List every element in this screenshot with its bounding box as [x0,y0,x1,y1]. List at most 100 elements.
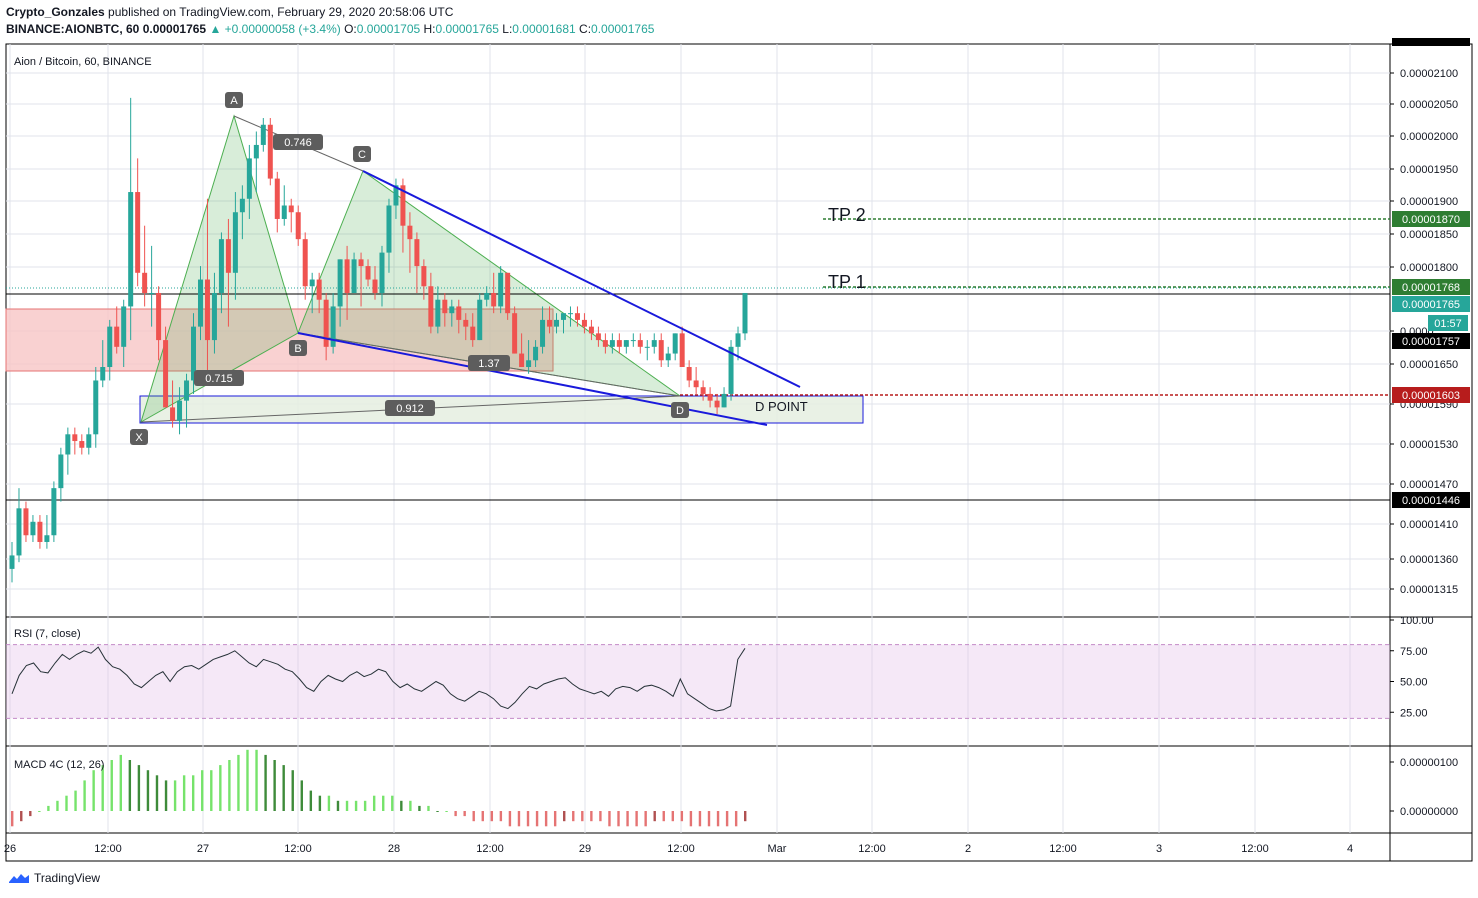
candle-body [595,333,601,341]
macd-bar [255,749,258,811]
macd-axis-label: 0.00000000 [1400,806,1458,818]
price-axis-label: 0.00001650 [1400,359,1458,371]
ratio-ab-label[interactable] [273,134,323,150]
candle-body [58,454,64,489]
candle-body [386,205,392,253]
candle-body [337,259,343,307]
macd-bar [653,811,656,822]
candle-body [679,333,685,368]
time-axis-label: Mar [768,843,787,855]
candle-body [547,319,553,327]
macd-bar [345,800,349,811]
candle-body [239,198,245,213]
candle-body [204,279,210,341]
point-a-label[interactable] [225,92,243,108]
candle-body [693,380,699,388]
point-b-label[interactable] [289,340,307,356]
price-tag [1392,279,1470,295]
tp1-label: TP 1 [828,272,866,292]
candle-body [540,319,546,347]
time-axis-label: 12:00 [476,843,504,855]
time-axis-label: 3 [1156,843,1162,855]
macd-bar [617,811,620,827]
macd-bar [29,811,32,817]
candle-body [630,340,636,342]
candle-body [51,488,57,536]
candle-body [428,286,434,327]
author-name[interactable]: Crypto_Gonzales [6,5,105,19]
macd-bar [517,811,521,827]
macd-bar [680,811,684,822]
candle-body [163,340,169,408]
published-text: published on TradingView.com, February 2… [108,5,454,19]
macd-bar [110,760,113,811]
candle-body [581,319,587,327]
low-value: 0.00001681 [512,22,576,36]
upper-trendline[interactable] [362,170,801,388]
candle-body [309,279,315,287]
candle-body [23,508,29,536]
candle-body [37,521,43,542]
candle-body [470,326,476,341]
price-tag-text: 0.00001765 [1402,299,1460,311]
time-axis-label: 12:00 [1049,843,1077,855]
candle-body [323,299,329,347]
candle-body [358,259,364,267]
candle-body [330,306,336,347]
time-axis-label: 4 [1347,843,1353,855]
price-axis-label: 0.00001850 [1400,229,1458,241]
candle-body [449,306,455,314]
macd-bar [744,811,747,822]
candle-body [484,292,490,300]
macd-bar [128,760,132,811]
candle-body [225,239,231,273]
macd-bar [644,811,647,827]
candle-body [86,434,92,448]
candle-body [107,326,113,368]
price-axis-label: 0.00001315 [1400,584,1458,596]
time-axis-label: 12:00 [94,843,122,855]
macd-bar [11,811,14,827]
last-price: 0.00001765 [142,22,207,36]
candle-body [609,340,615,347]
candle-body [184,380,190,401]
symbol-info: BINANCE:AIONBTC, 60 0.00001765 ▲ +0.0000… [6,22,654,36]
candle-body [533,346,539,361]
ratio-xb-label[interactable] [194,370,244,386]
macd-bar [544,811,548,827]
candle-body [442,299,448,314]
time-axis-label: 26 [4,843,16,855]
price-tag-clipped [1392,38,1470,46]
price-tag-text: 0.00001870 [1402,214,1460,226]
candle-body [260,124,266,145]
candle-body [526,360,532,368]
high-value: 0.00001765 [435,22,499,36]
candle-body [658,340,664,361]
candle-body [128,192,134,307]
ratio-bd-label[interactable] [468,355,510,371]
footer-brand[interactable]: TradingView [8,871,100,885]
macd-bar [472,811,475,822]
candle-body [246,158,252,199]
macd-bar [372,795,376,811]
time-axis-label: 12:00 [858,843,886,855]
point-d-label[interactable] [671,402,689,418]
point-c-label[interactable] [353,146,371,162]
macd-bar [608,811,611,827]
macd-bar [707,811,711,827]
macd-bar [300,780,303,811]
candle-body [156,292,162,341]
point-x-label[interactable] [130,429,148,445]
macd-bar [499,811,503,822]
candle-body [351,259,357,293]
time-axis-label: 12:00 [1241,843,1269,855]
ratio-xd-label[interactable] [385,400,435,416]
candle-body [211,292,217,341]
price-axis-label: 0.00002050 [1400,99,1458,111]
high-label: H: [423,22,436,36]
candle-body [393,185,399,206]
candle-body [30,521,36,536]
candle-body [267,124,273,179]
macd-bar [47,805,50,811]
